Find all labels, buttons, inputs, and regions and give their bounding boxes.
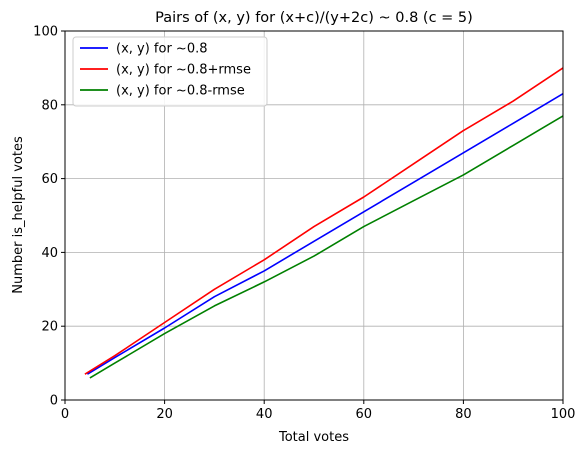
series-lines <box>84 67 564 379</box>
x-tick-label: 60 <box>356 407 373 422</box>
y-tick-label: 0 <box>50 394 58 409</box>
x-tick-label: 0 <box>61 407 69 422</box>
legend-box <box>72 36 268 107</box>
series-line-0 <box>86 93 564 375</box>
y-tick-label: 100 <box>33 25 58 40</box>
plot-frame <box>64 30 564 401</box>
x-axis-label: Total votes <box>278 430 349 445</box>
legend: (x, y) for ~0.8 (x, y) for ~0.8+rmse (x, y… <box>72 36 268 107</box>
y-tick-label: 40 <box>41 246 58 261</box>
x-tick-label: 20 <box>156 407 173 422</box>
series-line-1 <box>84 67 564 375</box>
x-tick-label: 40 <box>256 407 273 422</box>
x-tick-label: 100 <box>551 407 576 422</box>
legend-label-1: (x, y) for ~0.8+rmse <box>116 63 251 78</box>
y-tick-label: 20 <box>41 320 58 335</box>
x-tick-label: 80 <box>455 407 472 422</box>
y-axis-label: Number is_helpful votes <box>11 136 26 294</box>
legend-label-0: (x, y) for ~0.8 <box>116 42 208 57</box>
chart-title: Pairs of (x, y) for (x+c)/(y+2c) ~ 0.8 (… <box>155 10 473 26</box>
series-line-2 <box>89 115 564 379</box>
legend-label-2: (x, y) for ~0.8-rmse <box>116 84 245 99</box>
axis-ticks: 0 20 40 60 80 100 0 20 40 60 80 100 <box>33 25 575 423</box>
y-tick-label: 60 <box>41 172 58 187</box>
y-tick-label: 80 <box>41 98 58 113</box>
